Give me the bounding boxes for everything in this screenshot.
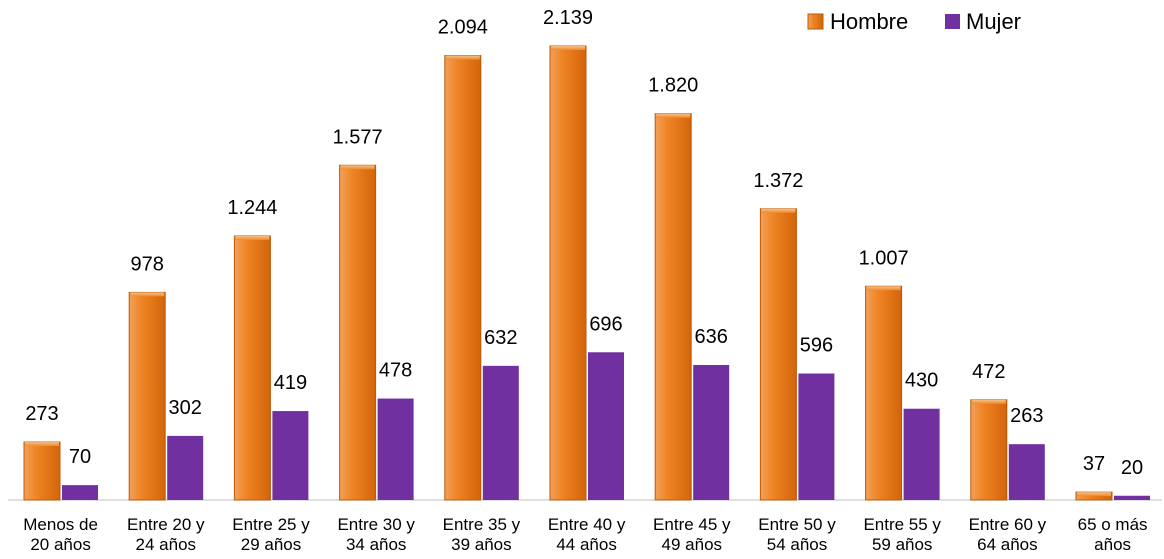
x-tick-label-0-line-0: Menos de xyxy=(23,515,98,534)
value-label-mujer-3: 478 xyxy=(379,360,412,382)
bar-mujer-5 xyxy=(588,352,624,500)
value-label-hombre-0: 273 xyxy=(25,403,58,425)
bar-mujer-1 xyxy=(167,435,204,500)
value-label-mujer-8: 430 xyxy=(905,370,938,392)
legend-swatch-mujer xyxy=(945,14,960,29)
x-tick-label-9-line-1: 64 años xyxy=(977,535,1038,554)
value-label-mujer-1: 302 xyxy=(169,397,202,419)
value-label-mujer-10: 20 xyxy=(1121,457,1143,479)
bar-hombre-2 xyxy=(233,235,271,501)
value-label-hombre-4: 2.094 xyxy=(438,17,488,39)
legend-swatch-hombre xyxy=(807,13,824,30)
x-tick-label-4-line-1: 39 años xyxy=(451,535,512,554)
x-tick-label-3-line-0: Entre 30 y xyxy=(337,515,415,534)
bar-cap-hombre-10 xyxy=(1077,492,1111,497)
x-tick-label-1-line-1: 24 años xyxy=(136,535,197,554)
bar-hombre-0 xyxy=(23,441,61,501)
value-label-mujer-2: 419 xyxy=(274,372,307,394)
x-tick-label-5-line-0: Entre 40 y xyxy=(548,515,626,534)
legend-label-mujer: Mujer xyxy=(966,9,1021,34)
value-label-mujer-9: 263 xyxy=(1010,405,1043,427)
bar-hombre-1 xyxy=(128,291,166,501)
x-tick-label-6-line-1: 49 años xyxy=(662,535,723,554)
bar-cap-hombre-7 xyxy=(761,208,796,213)
bar-mujer-2 xyxy=(272,411,309,500)
x-tick-label-4-line-0: Entre 35 y xyxy=(443,515,521,534)
bar-mujer-0 xyxy=(62,485,98,500)
bar-cap-hombre-4 xyxy=(445,55,480,60)
x-tick-label-5-line-1: 44 años xyxy=(556,535,617,554)
legend: Hombre Mujer xyxy=(807,9,1021,34)
bar-mujer-9 xyxy=(1008,444,1045,500)
bars-group xyxy=(23,45,1150,501)
bar-mujer-3 xyxy=(377,398,414,500)
bar-cap-hombre-1 xyxy=(130,292,165,297)
legend-entry-mujer: Mujer xyxy=(945,9,1021,34)
bar-hombre-9 xyxy=(970,399,1008,501)
value-label-hombre-7: 1.372 xyxy=(753,170,803,192)
bar-mujer-7 xyxy=(798,373,835,500)
bar-mujer-4 xyxy=(482,365,519,500)
value-label-mujer-6: 636 xyxy=(695,326,728,348)
x-tick-label-10-line-0: 65 o más xyxy=(1078,515,1148,534)
x-tick-label-7-line-1: 54 años xyxy=(767,535,828,554)
x-tick-label-10-line-1: años xyxy=(1094,535,1131,554)
x-tick-label-9-line-0: Entre 60 y xyxy=(969,515,1047,534)
value-label-mujer-5: 696 xyxy=(589,313,622,335)
bar-hombre-4 xyxy=(444,55,482,501)
bar-hombre-8 xyxy=(865,285,903,501)
bar-hombre-7 xyxy=(759,208,797,501)
value-label-mujer-7: 596 xyxy=(800,334,833,356)
legend-entry-hombre: Hombre xyxy=(807,9,908,34)
value-label-hombre-10: 37 xyxy=(1083,453,1105,475)
bar-mujer-8 xyxy=(903,408,940,500)
x-tick-label-1-line-0: Entre 20 y xyxy=(127,515,205,534)
x-tick-label-6-line-0: Entre 45 y xyxy=(653,515,731,534)
x-tick-label-8-line-1: 59 años xyxy=(872,535,933,554)
x-tick-label-8-line-0: Entre 55 y xyxy=(863,515,941,534)
bar-cap-hombre-5 xyxy=(551,46,585,50)
value-label-hombre-9: 472 xyxy=(972,361,1005,383)
bar-cap-hombre-2 xyxy=(235,235,270,240)
x-tick-label-2-line-1: 29 años xyxy=(241,535,302,554)
x-tick-label-2-line-0: Entre 25 y xyxy=(232,515,310,534)
bar-cap-hombre-9 xyxy=(971,399,1006,404)
bar-cap-hombre-3 xyxy=(340,165,375,170)
value-labels-group: 273 70 978 302 1.244 419 1.577 478 2.094 632 2.139… xyxy=(25,7,1143,479)
bar-cap-hombre-8 xyxy=(866,286,901,291)
legend-label-hombre: Hombre xyxy=(830,9,908,34)
bar-cap-hombre-6 xyxy=(656,113,691,118)
bar-mujer-10 xyxy=(1114,495,1150,500)
value-label-hombre-2: 1.244 xyxy=(227,197,277,219)
value-label-hombre-8: 1.007 xyxy=(859,247,909,269)
bar-hombre-3 xyxy=(339,164,377,501)
bar-mujer-6 xyxy=(693,365,730,500)
value-label-mujer-0: 70 xyxy=(69,446,91,468)
value-label-hombre-3: 1.577 xyxy=(333,126,383,148)
value-label-hombre-5: 2.139 xyxy=(543,7,593,29)
x-tick-label-0-line-1: 20 años xyxy=(30,535,91,554)
bar-hombre-6 xyxy=(654,113,692,501)
bar-cap-hombre-0 xyxy=(25,442,59,447)
value-label-hombre-1: 978 xyxy=(131,253,164,275)
x-tick-label-3-line-1: 34 años xyxy=(346,535,407,554)
x-tick-label-7-line-0: Entre 50 y xyxy=(758,515,836,534)
value-label-mujer-4: 632 xyxy=(484,327,517,349)
bar-hombre-5 xyxy=(549,45,587,501)
value-label-hombre-6: 1.820 xyxy=(648,75,698,97)
